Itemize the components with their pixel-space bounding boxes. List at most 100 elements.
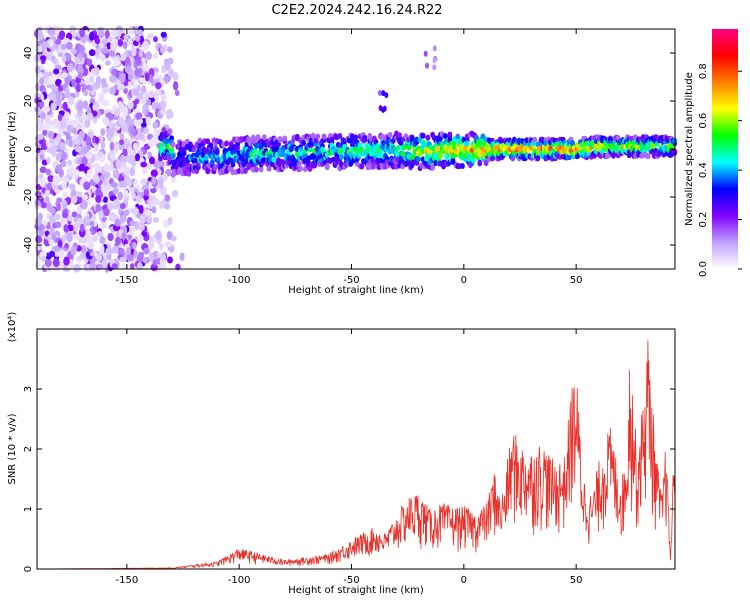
spectrogram-noise-cell	[142, 167, 148, 174]
spectrogram-noise-cell	[151, 176, 156, 184]
spectrogram-noise-cell	[79, 164, 85, 172]
spectrogram-noise-cell	[77, 64, 83, 72]
spectrogram-noise-cell	[85, 152, 92, 159]
spectrogram-noise-cell	[142, 108, 146, 115]
spectrogram-noise-cell	[60, 44, 66, 50]
spectrogram-noise-cell	[179, 252, 184, 261]
spectrogram-ridge-cell	[282, 135, 287, 141]
spectrogram-noise-cell	[76, 83, 81, 92]
spectrogram-noise-cell	[90, 221, 94, 227]
spectrogram-noise-cell	[46, 169, 51, 175]
spectrogram-noise-cell	[64, 111, 70, 119]
spectrogram-feature-cell	[425, 63, 429, 69]
spectrogram-ridge-cell	[278, 136, 283, 142]
spectrogram-noise-cell	[56, 203, 61, 211]
spectrogram-ridge-cell	[359, 164, 364, 170]
spectrogram-noise-cell	[112, 188, 118, 195]
spectrogram-noise-cell	[99, 248, 105, 254]
spectrogram-ridge-cell	[646, 153, 651, 159]
spectrogram-noise-cell	[49, 251, 55, 257]
spectrogram-noise-cell	[143, 248, 150, 255]
spectrogram-noise-cell	[56, 133, 61, 140]
spectrogram-ridge-cell	[388, 132, 393, 138]
spectrogram-noise-cell	[62, 211, 68, 218]
chart-title: C2E2.2024.242.16.24.R22	[271, 3, 442, 18]
spectrogram-noise-cell	[49, 39, 54, 47]
spectrogram-noise-cell	[134, 88, 139, 96]
spectrogram-noise-cell	[159, 201, 164, 209]
spectrogram-noise-cell	[135, 113, 141, 120]
spectrogram-ridge-cell	[416, 156, 421, 162]
spectrogram-noise-cell	[130, 167, 135, 176]
spectrogram-noise-cell	[154, 102, 160, 108]
spectrogram-noise-cell	[46, 189, 51, 196]
spectrogram-noise-cell	[134, 68, 140, 76]
spectrogram-ridge-cell	[171, 153, 176, 159]
spectrogram-noise-cell	[102, 117, 109, 125]
spectrogram-noise-cell	[144, 209, 151, 216]
colorbar: 0.00.20.40.60.8 Normalized spectral ampl…	[684, 29, 742, 277]
spectrogram-noise-cell	[102, 78, 106, 85]
spectrogram-noise-cell	[95, 204, 101, 212]
spectrogram-noise-cell	[171, 235, 177, 241]
spectrogram-noise-cell	[35, 261, 40, 268]
spectrogram-noise-cell	[128, 74, 134, 80]
spectrogram-noise-cell	[109, 163, 113, 170]
spectrogram-noise-cell	[61, 72, 68, 78]
spectrogram-ridge-cell	[339, 154, 344, 160]
spectrogram-noise-cell	[116, 159, 122, 168]
spectrogram-noise-cell	[122, 106, 128, 115]
spectrogram-ridge-cell	[224, 141, 229, 147]
spectrogram-noise-cell	[55, 91, 61, 100]
spectrogram-noise-cell	[95, 38, 100, 45]
spectrogram-noise-cell	[167, 256, 173, 263]
colorbar-tick-label: 0.4	[698, 162, 709, 178]
spectrogram-noise-cell	[63, 257, 70, 266]
spectrogram-noise-cell	[79, 45, 85, 53]
spectrogram-ridge-cell	[322, 134, 327, 140]
spectrogram-noise-cell	[81, 200, 88, 210]
spectrogram-noise-cell	[75, 145, 82, 152]
spectrogram-noise-cell	[144, 128, 149, 134]
spectrogram-noise-cell	[62, 181, 67, 190]
spectrogram-noise-cell	[155, 82, 162, 89]
spectrogram-noise-cell	[152, 198, 159, 206]
spectrogram-noise-cell	[100, 128, 105, 136]
spectrogram-noise-cell	[35, 200, 41, 206]
spectrogram-ridge-cell	[315, 133, 320, 139]
spectrogram-noise-cell	[50, 102, 56, 110]
spectrogram-noise-cell	[40, 166, 47, 173]
spectrogram-noise-cell	[140, 162, 147, 168]
spectrogram-noise-cell	[40, 77, 45, 85]
spectrogram-noise-cell	[46, 142, 51, 148]
spectrogram-noise-cell	[155, 231, 162, 240]
spectrogram-noise-cell	[59, 249, 64, 258]
spectrogram-noise-cell	[171, 177, 176, 183]
spectrogram-noise-cell	[130, 227, 135, 233]
spectrogram-noise-cell	[135, 195, 140, 202]
spectrogram-ridge-cell	[627, 152, 632, 158]
spectrogram-noise-cell	[83, 181, 90, 190]
y-tick-label: 1	[23, 506, 34, 512]
chart-canvas: C2E2.2024.242.16.24.R22 -150 -100 -50 0 50 -…	[0, 0, 750, 600]
spectrogram-noise-cell	[126, 57, 131, 64]
spectrogram-noise-cell	[55, 39, 61, 45]
y-tick-label: 0	[23, 566, 34, 572]
spectrogram-ridge-cell	[210, 159, 215, 165]
spectrogram-noise-cell	[111, 29, 118, 37]
spectrogram-noise-cell	[40, 55, 47, 61]
spectrogram-y-label: Frequency (Hz)	[7, 111, 18, 187]
spectrogram-noise-cell	[65, 87, 70, 94]
spectrogram-feature-cell	[432, 57, 436, 63]
spectrogram-noise-cell	[95, 101, 99, 109]
spectrogram-noise-cell	[87, 241, 94, 250]
spectrogram-noise-cell	[66, 42, 73, 50]
spectrogram-ridge-cell	[215, 149, 220, 155]
spectrogram-noise-cell	[74, 138, 80, 145]
spectrogram-noise-cell	[125, 66, 132, 73]
spectrogram-noise-cell	[61, 152, 68, 160]
spectrogram-noise-cell	[71, 246, 77, 255]
spectrogram-noise-cell	[35, 82, 40, 91]
spectrogram-noise-cell	[86, 58, 92, 66]
spectrogram-noise-cell	[54, 245, 60, 251]
